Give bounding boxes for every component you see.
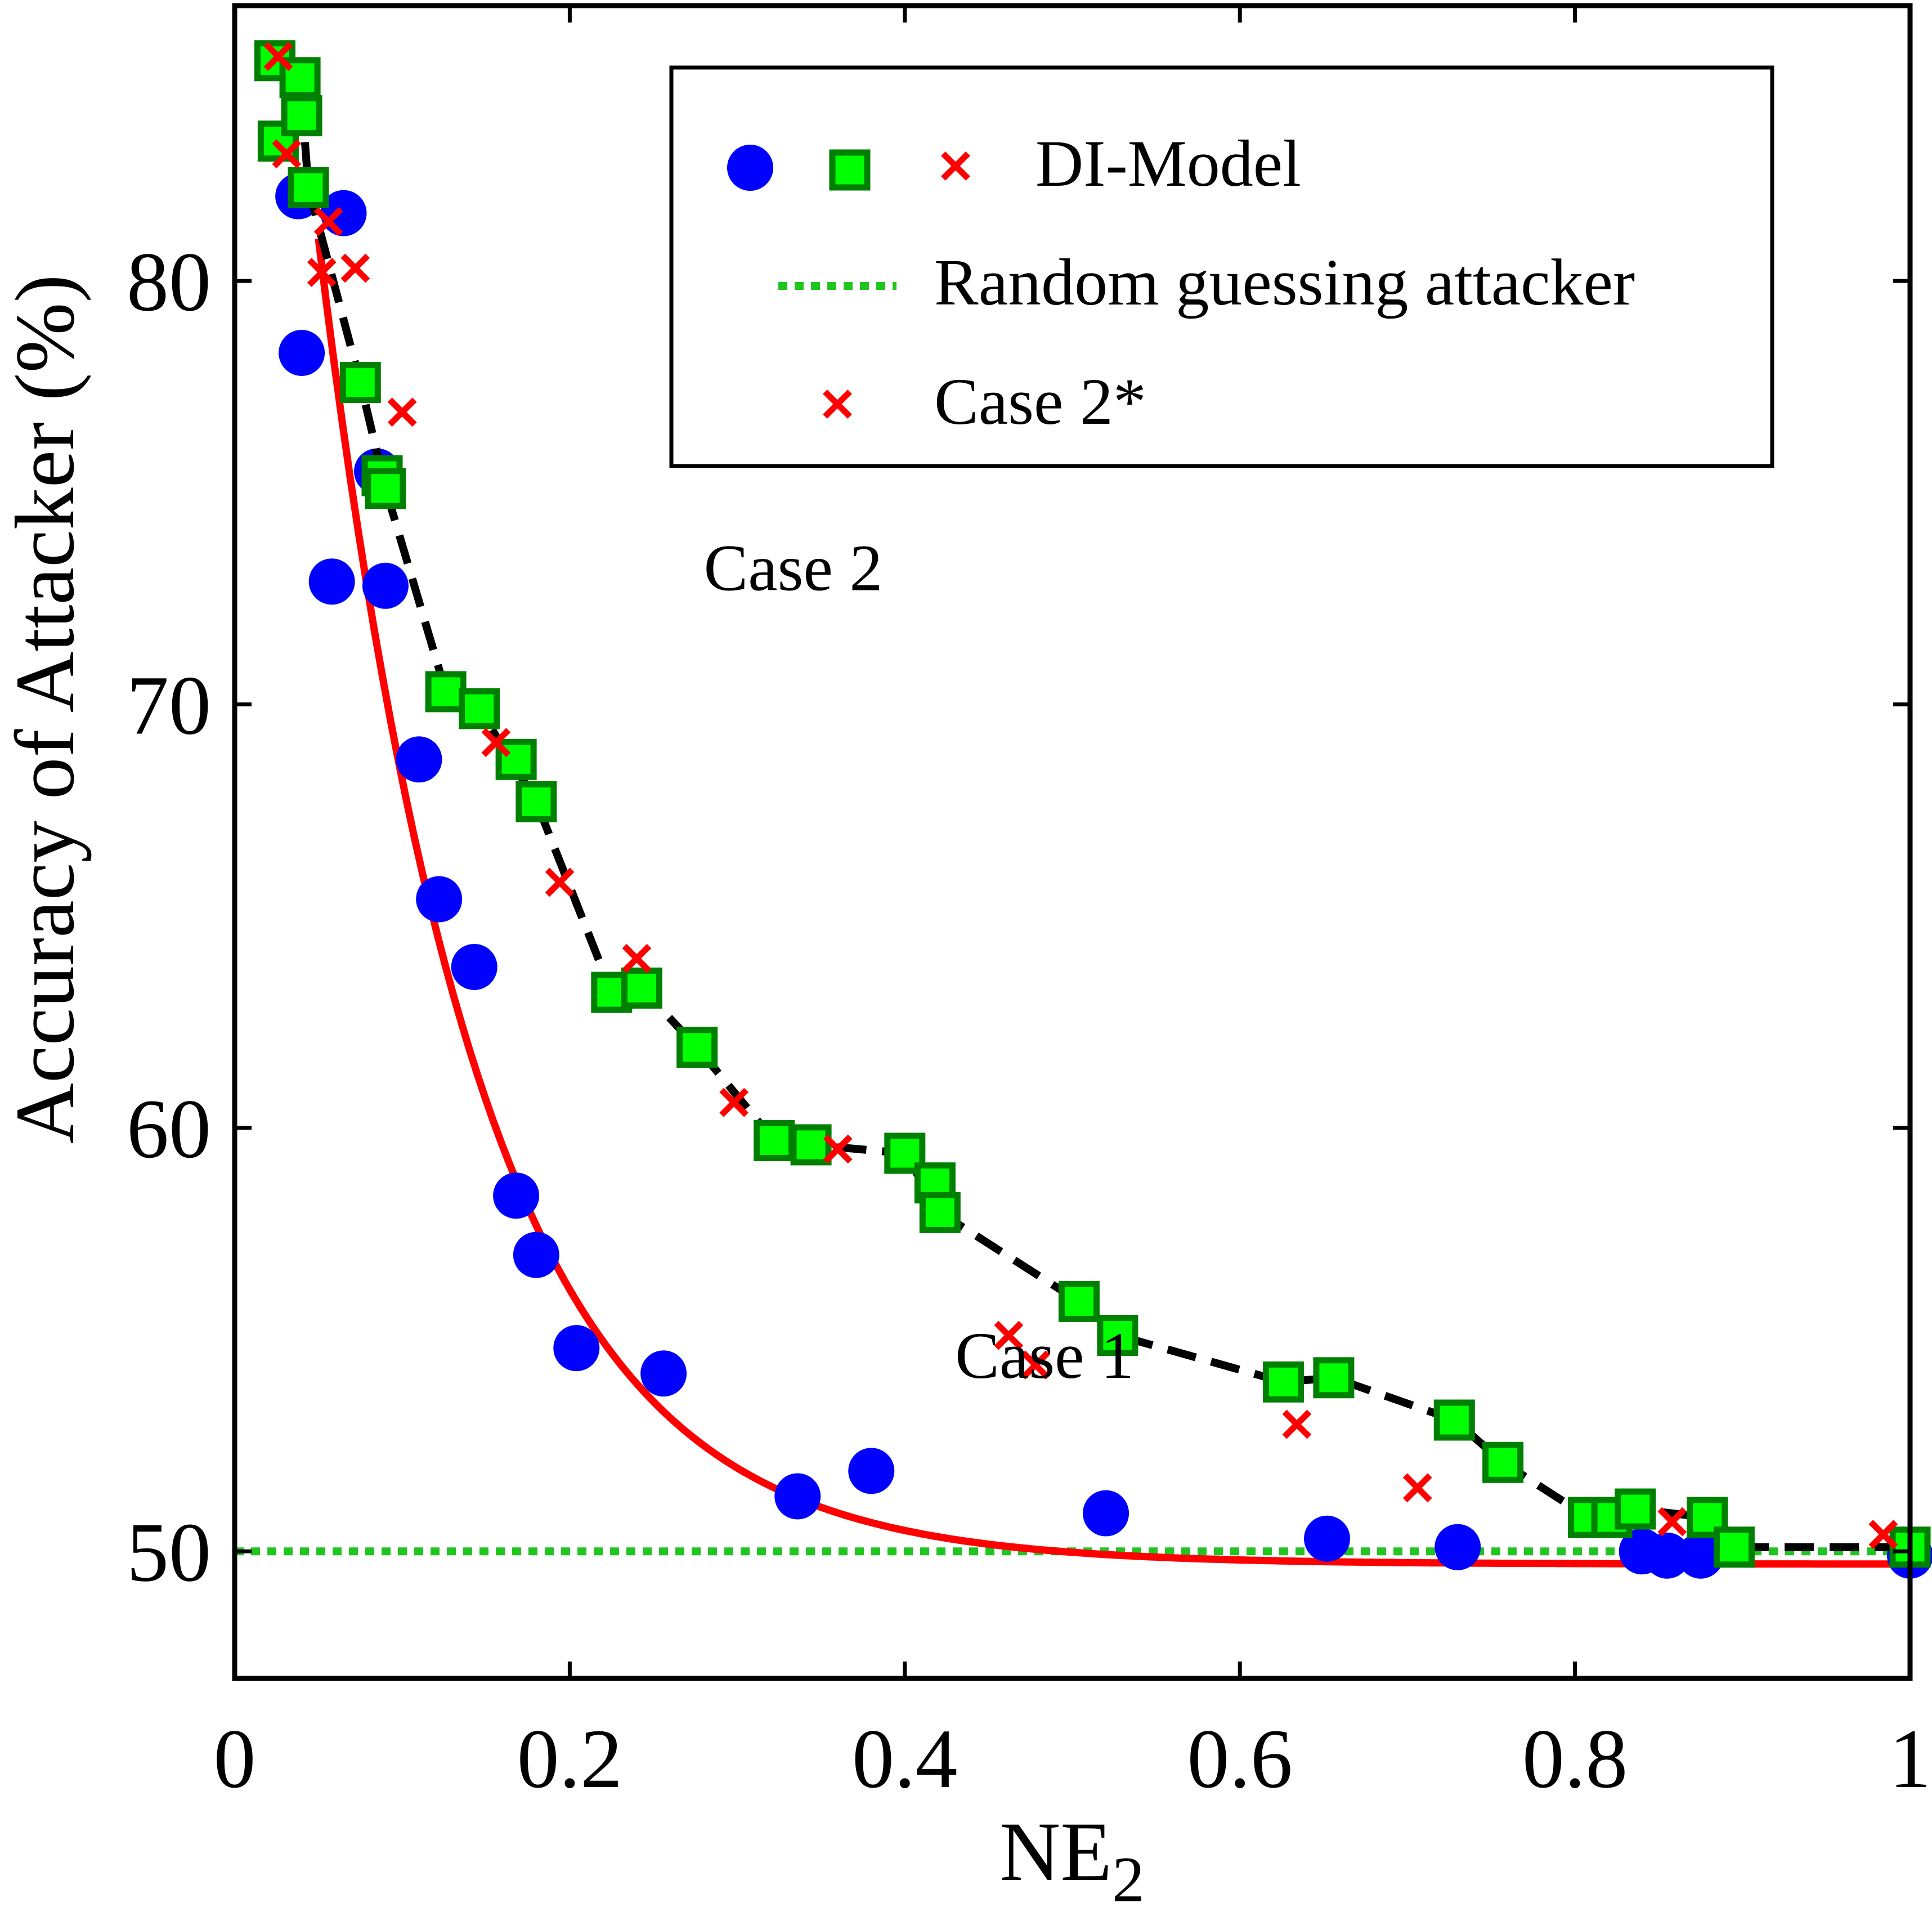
case2-point xyxy=(754,1120,795,1161)
legend-label: Case 2* xyxy=(934,365,1146,438)
case1-point xyxy=(1083,1490,1129,1537)
case2-point xyxy=(495,738,537,780)
y-tick-label: 80 xyxy=(127,235,211,329)
case2-dashed-line xyxy=(271,58,1910,1551)
case2-point xyxy=(1097,1315,1138,1356)
case2-star-point xyxy=(545,867,575,897)
case2-star-point xyxy=(387,397,417,427)
case1-point xyxy=(774,1473,821,1520)
legend-box xyxy=(669,65,1774,468)
x-tick-label: 0.2 xyxy=(517,1712,623,1806)
case2-point xyxy=(459,688,500,729)
case1-point xyxy=(416,876,463,923)
case1-point xyxy=(308,558,355,605)
data-layer xyxy=(235,40,1932,1579)
case2-point xyxy=(1482,1441,1524,1483)
case1-point xyxy=(1304,1515,1351,1562)
legend-label: Random guessing attacker xyxy=(934,245,1635,319)
case1-point xyxy=(640,1350,687,1397)
case2-point xyxy=(790,1124,832,1166)
case1-point xyxy=(1677,1532,1724,1579)
case2-star-point xyxy=(307,258,337,287)
case2-star-point xyxy=(481,728,511,758)
legend-marker-square xyxy=(829,149,871,191)
x-tick-label: 0 xyxy=(214,1712,256,1806)
x-tick-label: 1 xyxy=(1889,1712,1931,1806)
case2-star-point xyxy=(272,139,302,169)
x-tick-label: 0.6 xyxy=(1187,1712,1293,1806)
legend-marker-x xyxy=(823,389,852,419)
case1-point xyxy=(1435,1524,1481,1570)
case2-star-point xyxy=(1402,1473,1432,1503)
case2-point xyxy=(1058,1280,1100,1322)
legend-label: DI-Model xyxy=(1036,127,1301,200)
y-tick-label: 60 xyxy=(127,1082,211,1176)
case2-star-point xyxy=(719,1087,749,1117)
case2-point xyxy=(1713,1526,1755,1568)
y-tick-label: 50 xyxy=(127,1506,211,1599)
case2-point xyxy=(425,671,467,713)
case2-point xyxy=(339,362,381,404)
legend: DI-Model Random guessing attacker Case 2* xyxy=(669,65,1774,468)
y-axis-title: Accuracy of Attacker (%) xyxy=(0,275,92,1144)
legend-marker-x xyxy=(941,151,970,181)
case2-point xyxy=(365,468,406,509)
case2-point xyxy=(621,968,662,1009)
legend-marker-circle xyxy=(727,145,773,191)
x-tick-label: 0.8 xyxy=(1522,1712,1628,1806)
case2-star-point xyxy=(994,1320,1024,1350)
case2-point xyxy=(1433,1399,1475,1441)
case2-star-point xyxy=(1282,1409,1312,1439)
x-tick-label: 0.4 xyxy=(852,1712,958,1806)
case1-point xyxy=(279,329,325,376)
case2-point xyxy=(1313,1357,1355,1399)
case2-point xyxy=(1263,1361,1305,1403)
case1-point xyxy=(513,1232,559,1278)
case1-point xyxy=(493,1172,540,1219)
axis-ticks: 0 0.2 0.4 0.6 0.8 1 50 60 70 80 xyxy=(127,6,1931,1806)
annotation-label: Case 1 xyxy=(955,1319,1134,1392)
plot-frame xyxy=(232,3,1913,1681)
case2-point xyxy=(288,167,329,209)
y-tick-label: 70 xyxy=(127,659,211,752)
case2-star-point xyxy=(340,253,370,283)
x-axis-title: NE2 xyxy=(999,1805,1145,1912)
case1-point xyxy=(1644,1532,1691,1579)
case2-point xyxy=(676,1027,718,1068)
case2-star-point xyxy=(263,42,293,71)
case2-point xyxy=(281,95,322,137)
annotations: Case 2 Case 1 xyxy=(704,531,1134,1392)
case2-point xyxy=(516,781,557,823)
annotation-label: Case 2 xyxy=(704,531,883,605)
case1-point xyxy=(396,736,442,783)
case2-star-point xyxy=(1021,1350,1050,1380)
legend-entries: DI-Model Random guessing attacker Case 2* xyxy=(727,127,1635,438)
case1-point xyxy=(553,1325,600,1372)
case2-star-point xyxy=(1868,1520,1898,1550)
case2-point xyxy=(1615,1488,1656,1530)
case2-star-point xyxy=(1657,1507,1687,1537)
case2-point xyxy=(919,1192,961,1233)
case1-point xyxy=(451,943,497,990)
case2-star-point xyxy=(622,944,652,973)
case2-star-point xyxy=(313,207,343,236)
case1-point xyxy=(362,562,409,609)
case2-star-point xyxy=(823,1134,853,1164)
case1-point xyxy=(848,1448,895,1494)
